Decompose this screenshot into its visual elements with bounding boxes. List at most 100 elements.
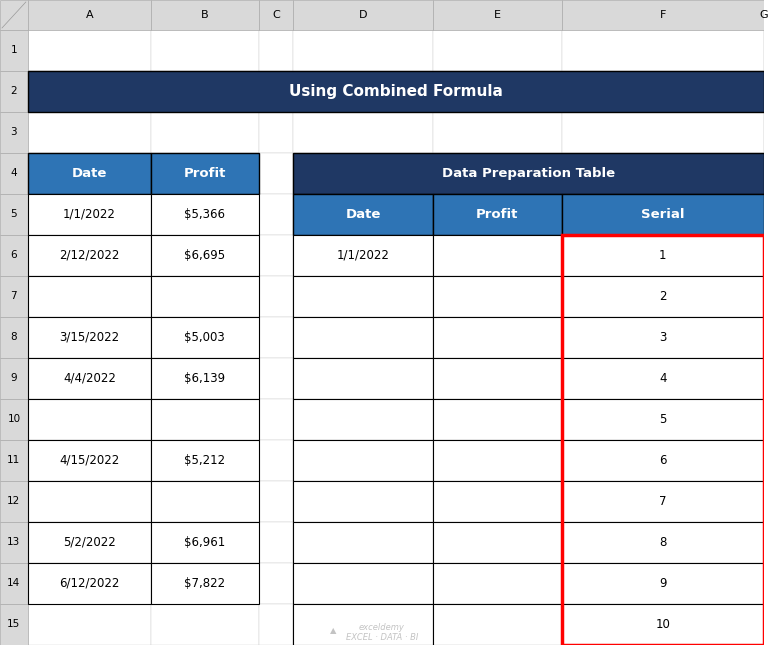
Bar: [432, 194, 562, 235]
Text: 6/12/2022: 6/12/2022: [59, 577, 120, 590]
Bar: [562, 194, 763, 235]
Bar: [432, 562, 562, 604]
Text: Data Preparation Table: Data Preparation Table: [442, 167, 615, 180]
Bar: [562, 562, 763, 604]
Bar: [432, 604, 562, 644]
Bar: [28, 112, 151, 153]
Bar: [28, 317, 151, 358]
Bar: [151, 562, 259, 604]
Bar: [259, 276, 293, 317]
Text: D: D: [359, 10, 367, 20]
Text: 12: 12: [8, 496, 21, 506]
Text: G: G: [760, 10, 768, 20]
Bar: [562, 317, 763, 358]
Text: 11: 11: [8, 455, 21, 465]
Bar: [151, 0, 259, 30]
Bar: [0, 440, 28, 481]
Bar: [562, 522, 763, 562]
Text: 4/4/2022: 4/4/2022: [63, 372, 116, 384]
Text: $6,695: $6,695: [184, 249, 225, 262]
Bar: [151, 153, 259, 194]
Bar: [28, 235, 151, 276]
Bar: [0, 562, 28, 604]
Text: 2: 2: [11, 86, 17, 97]
Bar: [151, 276, 259, 317]
Bar: [293, 0, 432, 30]
Bar: [293, 604, 432, 644]
Bar: [562, 522, 763, 562]
Bar: [432, 194, 562, 235]
Bar: [28, 71, 151, 112]
Bar: [28, 358, 151, 399]
Bar: [28, 562, 151, 604]
Bar: [0, 30, 28, 71]
Bar: [293, 399, 432, 440]
Text: 3: 3: [659, 331, 667, 344]
Bar: [259, 358, 293, 399]
Text: 10: 10: [655, 617, 670, 631]
Bar: [293, 112, 432, 153]
Bar: [293, 440, 432, 481]
Bar: [28, 276, 151, 317]
Bar: [432, 71, 562, 112]
Text: Date: Date: [346, 208, 381, 221]
Bar: [151, 562, 259, 604]
Bar: [28, 30, 151, 71]
Bar: [562, 71, 763, 112]
Bar: [151, 194, 259, 235]
Bar: [562, 399, 763, 440]
Bar: [0, 0, 28, 30]
Text: 5: 5: [659, 413, 667, 426]
Bar: [259, 562, 293, 604]
Text: exceldemy
EXCEL · DATA · BI: exceldemy EXCEL · DATA · BI: [346, 623, 418, 642]
Text: 4: 4: [11, 168, 17, 179]
Text: $6,139: $6,139: [184, 372, 225, 384]
Bar: [293, 235, 432, 276]
Text: 6: 6: [11, 250, 17, 261]
Bar: [432, 317, 562, 358]
Bar: [259, 71, 293, 112]
Bar: [151, 399, 259, 440]
Bar: [432, 562, 562, 604]
Bar: [293, 194, 432, 235]
Bar: [562, 112, 763, 153]
Text: 6: 6: [659, 453, 667, 467]
Text: 1/1/2022: 1/1/2022: [336, 249, 389, 262]
Bar: [259, 235, 293, 276]
Text: $6,961: $6,961: [184, 535, 226, 549]
Bar: [432, 317, 562, 358]
Bar: [432, 358, 562, 399]
Text: ▲: ▲: [330, 626, 336, 635]
Bar: [151, 522, 259, 562]
Bar: [28, 71, 763, 112]
Text: 1: 1: [11, 45, 17, 55]
Text: 8: 8: [659, 535, 667, 549]
Bar: [151, 481, 259, 522]
Bar: [432, 112, 562, 153]
Bar: [293, 604, 432, 644]
Bar: [0, 522, 28, 562]
Bar: [0, 481, 28, 522]
Text: C: C: [272, 10, 280, 20]
Bar: [562, 235, 763, 276]
Text: 13: 13: [8, 537, 21, 547]
Bar: [0, 604, 28, 644]
Bar: [151, 604, 259, 644]
Bar: [293, 235, 432, 276]
Bar: [562, 481, 763, 522]
Text: 5: 5: [11, 210, 17, 219]
Bar: [293, 30, 432, 71]
Bar: [28, 276, 151, 317]
Text: 3/15/2022: 3/15/2022: [59, 331, 120, 344]
Text: 5/2/2022: 5/2/2022: [63, 535, 116, 549]
Bar: [28, 358, 151, 399]
Text: 9: 9: [659, 577, 667, 590]
Bar: [293, 399, 432, 440]
Bar: [293, 317, 432, 358]
Bar: [151, 112, 259, 153]
Bar: [293, 276, 432, 317]
Text: 2: 2: [659, 290, 667, 303]
Bar: [28, 399, 151, 440]
Text: 14: 14: [8, 578, 21, 588]
Bar: [0, 317, 28, 358]
